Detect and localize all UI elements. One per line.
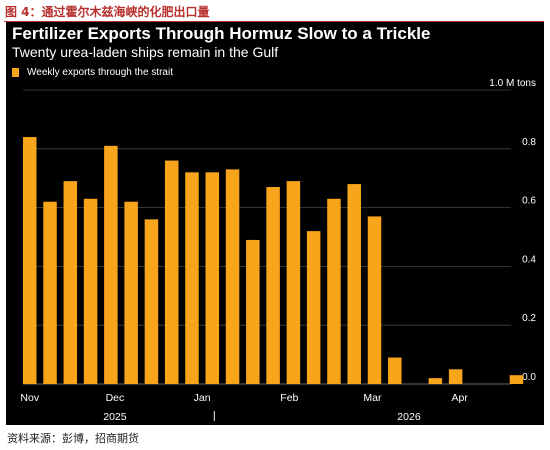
bar [367, 216, 382, 384]
y-tick-label: 0.8 [522, 137, 536, 148]
bar [246, 239, 260, 384]
caption-divider [4, 21, 544, 22]
bar [428, 378, 443, 384]
y-tick-label: 0.0 [522, 372, 536, 383]
bar [23, 137, 37, 384]
bar [43, 201, 57, 384]
bar [185, 172, 199, 384]
figure-caption: 图 4：通过霍尔木兹海峡的化肥出口量 [5, 5, 210, 19]
bar [266, 187, 280, 384]
bar [205, 172, 220, 384]
chart-legend: Weekly exports through the strait [12, 65, 173, 79]
legend-swatch [12, 67, 19, 77]
x-tick-label: Feb [280, 392, 298, 404]
chart-subtitle: Twenty urea-laden ships remain in the Gu… [12, 44, 279, 60]
x-tick-label: Mar [363, 392, 382, 404]
x-year-label: 2025 [103, 411, 127, 423]
y-tick-label: 0.6 [522, 196, 536, 207]
bar [388, 357, 402, 384]
x-tick-label: Dec [106, 392, 125, 404]
bar [63, 181, 78, 384]
y-tick-label: 1.0 M tons [489, 78, 536, 89]
x-year-label: 2026 [397, 411, 421, 423]
y-tick-label: 0.4 [522, 254, 536, 265]
bar [225, 169, 240, 384]
bar [83, 198, 98, 384]
bar [327, 198, 341, 384]
bar [144, 219, 159, 384]
bar [448, 369, 463, 384]
bar [509, 375, 524, 384]
x-tick-label: Apr [452, 392, 469, 404]
chart-title: Fertilizer Exports Through Hormuz Slow t… [12, 24, 431, 43]
bar [306, 231, 321, 384]
chart-panel: Fertilizer Exports Through Hormuz Slow t… [6, 22, 544, 425]
source-note: 资料来源：彭博，招商期货 [7, 432, 139, 445]
bar [286, 181, 301, 384]
x-tick-label: Nov [20, 392, 39, 404]
bar [164, 160, 179, 384]
legend-label: Weekly exports through the strait [27, 66, 173, 78]
bar [347, 184, 361, 384]
y-tick-label: 0.2 [522, 313, 536, 324]
bar [124, 201, 138, 384]
bar-chart: 0.0 0.2 0.4 0.6 0.8 1.0 M tons Nov Dec Jan Feb Mar… [20, 78, 536, 423]
bar [104, 145, 118, 384]
x-tick-label: Jan [194, 392, 211, 404]
